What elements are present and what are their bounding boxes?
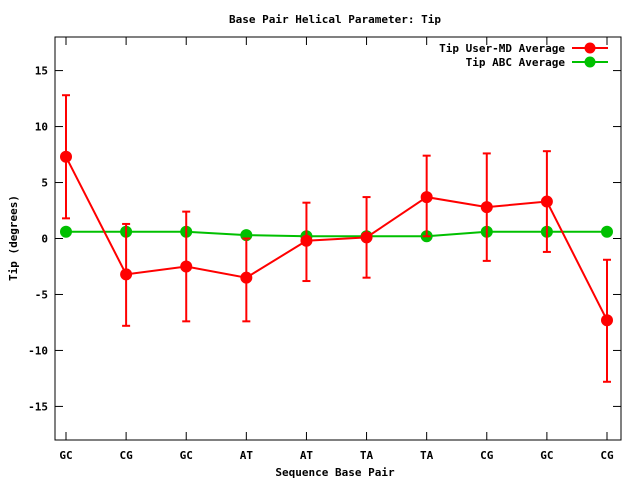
legend-label: Tip User-MD Average (439, 42, 565, 55)
y-tick-label: 10 (35, 121, 48, 134)
chart-title: Base Pair Helical Parameter: Tip (229, 13, 441, 26)
legend-marker (584, 42, 596, 54)
x-tick-label: CG (119, 449, 133, 462)
x-tick-label: TA (360, 449, 374, 462)
series-0 (60, 94, 613, 383)
y-tick-label: 5 (41, 177, 48, 190)
data-point (60, 225, 72, 238)
y-axis: -15 -10 -5 0 5 10 15 (28, 65, 621, 413)
y-tick-label: -10 (28, 344, 48, 357)
x-tick-label: GC (180, 449, 193, 462)
data-point (601, 225, 613, 238)
x-axis: GC CG GC AT AT TA TA CG GC CG (59, 37, 614, 462)
data-point (120, 268, 133, 281)
data-point (540, 195, 553, 208)
y-axis-label: Tip (degrees) (7, 195, 20, 281)
y-tick-label: 15 (35, 65, 48, 78)
data-point (60, 150, 72, 163)
y-tick-label: -5 (35, 288, 48, 301)
x-tick-label: GC (540, 449, 553, 462)
data-point (601, 314, 613, 327)
x-tick-label: TA (420, 449, 434, 462)
data-point (240, 271, 253, 284)
x-tick-label: CG (480, 449, 494, 462)
x-tick-label: CG (600, 449, 614, 462)
y-tick-label: -15 (28, 400, 48, 413)
data-point (420, 191, 433, 204)
data-point (360, 231, 373, 244)
x-tick-label: GC (59, 449, 72, 462)
x-tick-label: AT (240, 449, 254, 462)
series-layer (60, 94, 613, 383)
data-point (480, 201, 493, 214)
data-point (180, 260, 193, 273)
series-line (66, 230, 607, 238)
y-tick-label: 0 (41, 233, 48, 246)
series-line (65, 156, 608, 321)
x-tick-label: AT (300, 449, 314, 462)
x-axis-label: Sequence Base Pair (275, 466, 395, 479)
legend-marker (584, 56, 596, 68)
legend-label: Tip ABC Average (466, 56, 566, 69)
data-point (300, 234, 313, 247)
